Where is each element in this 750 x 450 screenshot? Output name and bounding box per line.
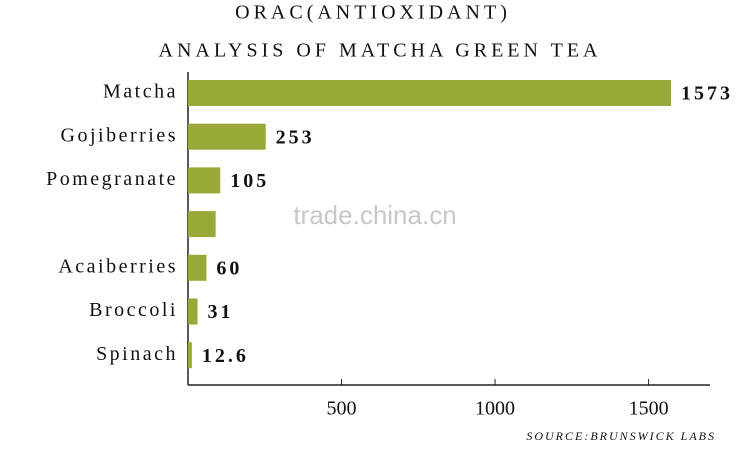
bar xyxy=(188,167,221,194)
value-label: 1573 xyxy=(681,83,733,105)
value-label: 253 xyxy=(276,126,315,148)
value-label: 31 xyxy=(208,301,234,323)
x-tick-label: 500 xyxy=(327,398,357,420)
y-tick-label: Broccoli xyxy=(89,299,178,321)
chart-title: ORAC(ANTIOXIDANT) xyxy=(235,2,511,24)
chart-title: ANALYSIS OF MATCHA GREEN TEA xyxy=(159,40,602,62)
x-tick-label: 1500 xyxy=(629,398,669,420)
source-note: SOURCE:BRUNSWICK LABS xyxy=(526,429,716,443)
y-tick-label: Pomegranate xyxy=(46,168,178,190)
value-label: 105 xyxy=(230,170,269,192)
bar xyxy=(188,80,672,106)
bar xyxy=(188,254,207,281)
x-tick-label: 1000 xyxy=(475,398,515,420)
bar xyxy=(188,123,266,150)
bar xyxy=(188,342,192,369)
bar xyxy=(188,298,198,325)
watermark: trade.china.cn xyxy=(293,200,456,230)
y-tick-label: Acaiberries xyxy=(58,255,178,277)
y-tick-label: Gojiberries xyxy=(61,124,178,146)
y-tick-label: Matcha xyxy=(103,81,178,103)
y-tick-label: Spinach xyxy=(96,343,178,365)
value-label: 12.6 xyxy=(202,345,249,367)
value-label: 60 xyxy=(216,257,242,279)
bar xyxy=(188,211,216,238)
